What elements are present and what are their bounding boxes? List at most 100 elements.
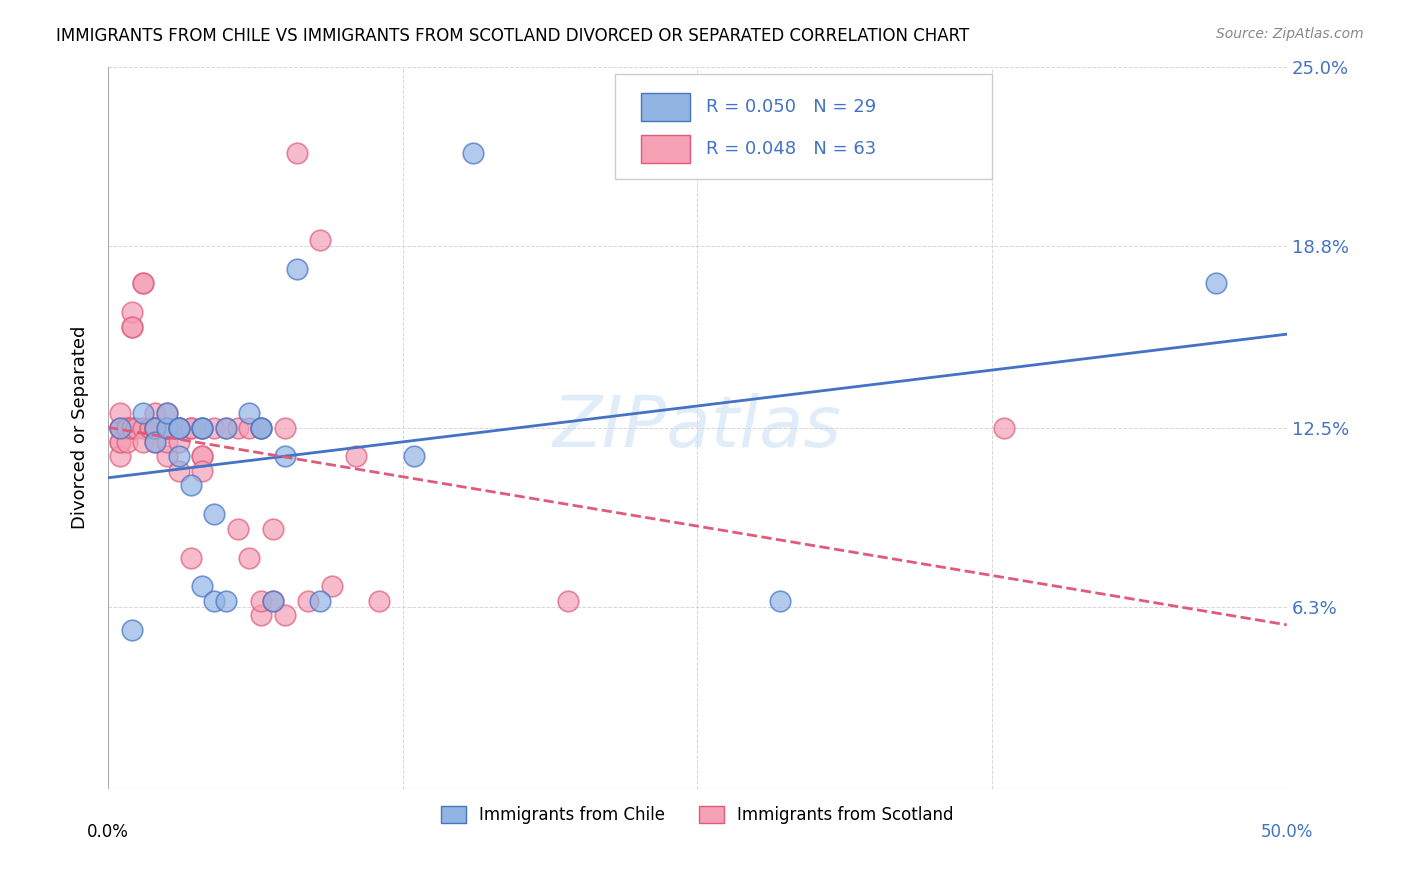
Point [1205, 276, 1227, 290]
Point [139, 420, 162, 434]
Point [121, 305, 143, 319]
Point [769, 594, 792, 608]
Point [108, 420, 131, 434]
Point [191, 420, 214, 434]
Text: 0.0%: 0.0% [87, 823, 129, 841]
Point [202, 594, 225, 608]
Point [115, 420, 138, 434]
Point [121, 420, 143, 434]
Point [156, 420, 179, 434]
Point [167, 420, 190, 434]
Point [108, 435, 131, 450]
Point [115, 420, 138, 434]
Point [344, 450, 367, 464]
Legend: Immigrants from Chile, Immigrants from Scotland: Immigrants from Chile, Immigrants from S… [434, 799, 960, 830]
Point [191, 420, 214, 434]
Point [167, 420, 190, 434]
Point [167, 435, 190, 450]
Point [226, 420, 249, 434]
Point [309, 233, 332, 247]
Point [143, 420, 166, 434]
Text: IMMIGRANTS FROM CHILE VS IMMIGRANTS FROM SCOTLAND DIVORCED OR SEPARATED CORRELAT: IMMIGRANTS FROM CHILE VS IMMIGRANTS FROM… [56, 27, 970, 45]
Point [143, 406, 166, 420]
Point [125, 420, 148, 434]
Text: 50.0%: 50.0% [1261, 823, 1313, 841]
Point [250, 420, 273, 434]
Point [202, 420, 225, 434]
Point [191, 450, 214, 464]
Bar [641, 94, 690, 120]
Point [143, 435, 166, 450]
FancyBboxPatch shape [614, 74, 993, 178]
Point [143, 420, 166, 434]
Point [156, 435, 179, 450]
Point [156, 420, 179, 434]
Point [297, 594, 319, 608]
Point [121, 420, 143, 434]
Point [463, 146, 485, 161]
Point [121, 623, 143, 637]
Point [215, 594, 238, 608]
Point [156, 406, 179, 420]
Point [191, 464, 214, 478]
Point [132, 420, 155, 434]
Point [143, 435, 166, 450]
Point [238, 550, 260, 565]
Point [215, 420, 238, 434]
Point [262, 594, 284, 608]
Point [226, 522, 249, 536]
Point [191, 579, 214, 593]
Text: R = 0.050   N = 29: R = 0.050 N = 29 [706, 98, 876, 116]
Point [274, 608, 297, 623]
Point [156, 420, 179, 434]
Point [993, 420, 1015, 434]
Point [108, 450, 131, 464]
Point [368, 594, 391, 608]
Point [191, 420, 214, 434]
Point [167, 420, 190, 434]
Point [285, 261, 308, 276]
Point [179, 420, 201, 434]
Point [115, 435, 138, 450]
Point [250, 608, 273, 623]
Point [132, 435, 155, 450]
Point [167, 464, 190, 478]
Point [108, 406, 131, 420]
Point [121, 319, 143, 334]
Point [250, 420, 273, 434]
Point [167, 450, 190, 464]
Point [121, 319, 143, 334]
Point [156, 406, 179, 420]
Point [143, 420, 166, 434]
Point [274, 420, 297, 434]
Point [132, 276, 155, 290]
Y-axis label: Divorced or Separated: Divorced or Separated [72, 326, 89, 529]
Point [139, 420, 162, 434]
Point [285, 146, 308, 161]
Point [132, 276, 155, 290]
Point [179, 550, 201, 565]
Text: R = 0.048   N = 63: R = 0.048 N = 63 [706, 140, 876, 158]
Point [191, 450, 214, 464]
Point [215, 420, 238, 434]
Point [250, 420, 273, 434]
Text: ZIPatlas: ZIPatlas [553, 393, 842, 462]
Point [262, 522, 284, 536]
Point [143, 420, 166, 434]
Point [156, 450, 179, 464]
Point [238, 420, 260, 434]
Point [309, 594, 332, 608]
Point [321, 579, 343, 593]
Point [108, 420, 131, 434]
Text: Source: ZipAtlas.com: Source: ZipAtlas.com [1216, 27, 1364, 41]
Point [557, 594, 579, 608]
Point [167, 420, 190, 434]
Point [238, 406, 260, 420]
Point [108, 420, 131, 434]
Point [274, 450, 297, 464]
Point [404, 450, 426, 464]
Point [202, 508, 225, 522]
Point [108, 435, 131, 450]
Point [250, 594, 273, 608]
Point [132, 406, 155, 420]
